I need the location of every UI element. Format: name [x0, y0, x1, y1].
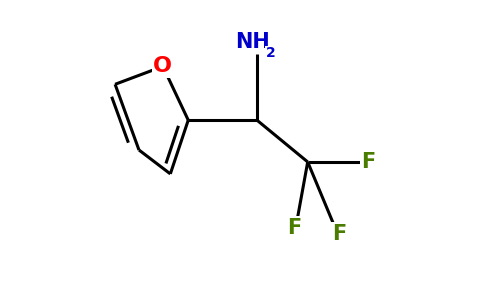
Text: 2: 2	[266, 46, 275, 60]
Text: O: O	[153, 56, 172, 76]
Text: F: F	[287, 218, 302, 238]
Text: F: F	[362, 152, 376, 172]
Text: NH: NH	[235, 32, 270, 52]
Text: F: F	[332, 224, 346, 244]
